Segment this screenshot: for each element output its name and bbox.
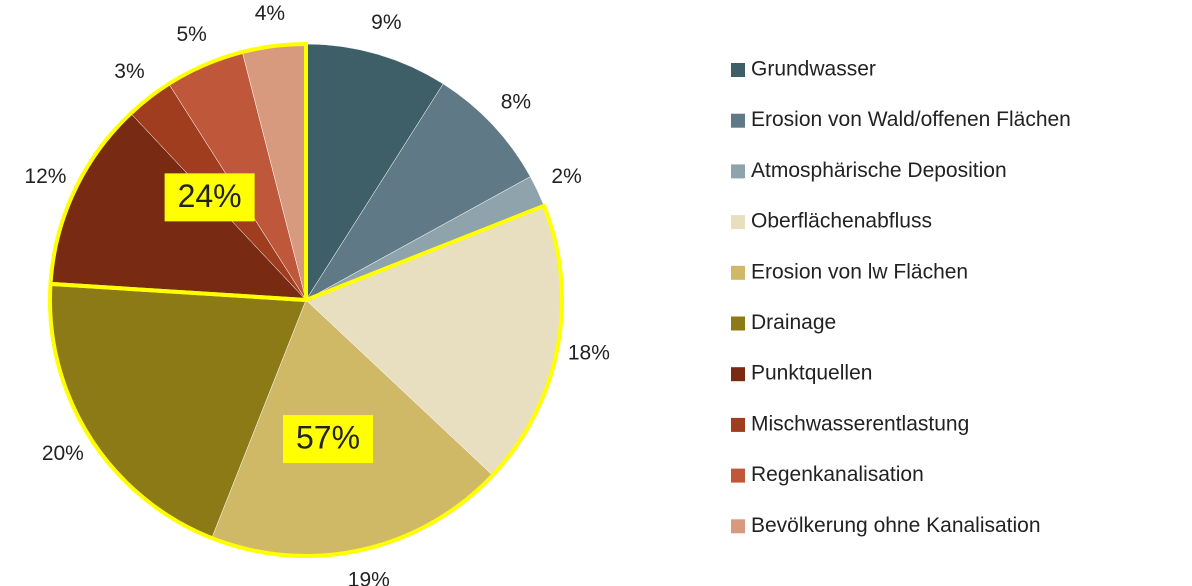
legend-swatch <box>731 468 745 483</box>
data-label: 3% <box>114 60 144 83</box>
legend-label: Erosion von lw Flächen <box>751 260 968 283</box>
legend-swatch <box>731 519 745 534</box>
highlight-box <box>164 173 255 222</box>
legend-swatch <box>731 215 745 230</box>
legend-swatch <box>731 367 745 382</box>
data-label: 12% <box>24 165 66 188</box>
legend-label: Bevölkerung ohne Kanalisation <box>751 514 1041 537</box>
data-label: 5% <box>176 23 206 46</box>
legend-label: Erosion von Wald/offenen Flächen <box>751 108 1071 131</box>
legend-swatch <box>731 164 745 179</box>
highlight-box <box>283 415 374 464</box>
legend-swatch <box>731 113 745 128</box>
highlight-label: 57% <box>296 420 360 456</box>
data-label: 19% <box>348 569 390 586</box>
data-label: 8% <box>501 90 531 113</box>
legend-swatch <box>731 417 745 432</box>
legend-label: Atmosphärische Deposition <box>751 159 1007 182</box>
slice <box>305 83 531 301</box>
legend-label: Drainage <box>751 311 836 334</box>
legend-label: Grundwasser <box>751 58 876 81</box>
data-label: 4% <box>255 2 285 25</box>
legend-label: Mischwasserentlastung <box>751 412 969 435</box>
slice <box>305 43 444 301</box>
data-label: 20% <box>42 442 84 465</box>
data-label: 2% <box>551 165 581 188</box>
highlight-outline <box>48 203 564 558</box>
data-label: 9% <box>371 11 401 34</box>
legend-swatch <box>731 316 745 331</box>
data-label: 18% <box>568 342 610 365</box>
legend-label: Regenkanalisation <box>751 463 924 486</box>
legend-label: Oberflächenabfluss <box>751 210 932 233</box>
legend-swatch <box>731 265 745 280</box>
legend-swatch <box>731 63 745 77</box>
highlight-outline <box>48 42 308 302</box>
highlight-label: 24% <box>178 178 242 214</box>
legend-label: Punktquellen <box>751 362 872 385</box>
